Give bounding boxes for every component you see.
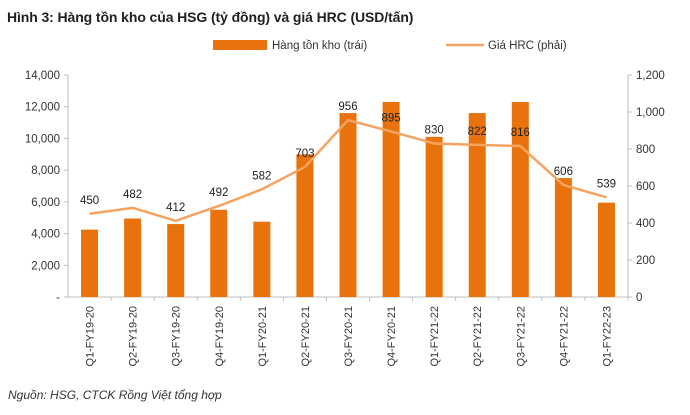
x-tick-label: Q2-FY21-22: [472, 306, 484, 367]
data-label: 412: [166, 202, 185, 214]
x-tick-label: Q1-FY19-20: [85, 306, 97, 367]
data-label: 822: [468, 126, 487, 138]
x-tick-label: Q3-FY20-21: [343, 306, 355, 367]
y-left-tick-label: 10,000: [25, 133, 60, 145]
bar: [468, 113, 486, 297]
x-tick-label: Q2-FY20-21: [300, 306, 312, 367]
y-right-tick-label: 1,000: [636, 107, 665, 119]
legend-bar-label: Hàng tồn kho (trái): [272, 40, 367, 52]
bar: [210, 209, 228, 297]
bar: [167, 224, 185, 297]
data-label: 450: [80, 195, 99, 207]
x-tick-label: Q3-FY21-22: [515, 306, 527, 367]
bar: [554, 178, 572, 297]
bar: [81, 229, 99, 297]
y-left-tick-label: 8,000: [31, 165, 60, 177]
plot-area: - 2,000 4,000 6,000 8,000 10,000 12,000 14,000 0…: [25, 70, 665, 367]
data-label: 539: [597, 178, 616, 190]
figure-title: Hình 3: Hàng tồn kho của HSG (tỷ đồng) v…: [7, 9, 414, 25]
y-left-tick-label: 12,000: [25, 102, 60, 114]
y-left-tick-label: 2,000: [31, 260, 60, 272]
data-label: 956: [338, 101, 357, 113]
data-label: 482: [123, 189, 142, 201]
bar: [425, 136, 443, 297]
y-right-tick-label: 0: [636, 292, 642, 304]
y-left-tick-label: 6,000: [31, 197, 60, 209]
legend: Hàng tồn kho (trái) Giá HRC (phải): [213, 40, 567, 52]
bar: [296, 154, 314, 297]
y-right-tick-label: 1,200: [636, 70, 665, 82]
data-label: 492: [209, 187, 228, 199]
data-label: 816: [511, 127, 530, 139]
bar: [253, 221, 271, 297]
x-tick-label: Q2-FY19-20: [128, 306, 140, 367]
hrc-price-line: [89, 118, 607, 223]
y-right-tick-label: 200: [636, 255, 655, 267]
x-tick-label: Q1-FY21-22: [429, 306, 441, 367]
x-tick-label: Q4-FY20-21: [386, 306, 398, 367]
legend-bar-swatch: [213, 40, 267, 50]
x-tick-label: Q4-FY19-20: [214, 306, 226, 367]
y-left-tick-label: 14,000: [25, 70, 60, 82]
y-left-tick-label: -: [56, 292, 60, 304]
x-tick-label: Q3-FY19-20: [171, 306, 183, 367]
bar: [382, 101, 400, 297]
bar: [124, 218, 142, 297]
x-tick-label: Q4-FY21-22: [558, 306, 570, 367]
x-tick-label: Q1-FY22-23: [601, 306, 613, 367]
y-left-tick-label: 4,000: [31, 229, 60, 241]
bar: [339, 113, 357, 297]
data-label: 606: [554, 166, 573, 178]
y-right-tick-label: 600: [636, 181, 655, 193]
y-right-tick-label: 800: [636, 144, 655, 156]
y-right-tick-label: 400: [636, 218, 655, 230]
data-label: 582: [252, 170, 271, 182]
source-note: Nguồn: HSG, CTCK Rồng Việt tổng hợp: [8, 388, 222, 402]
data-label: 895: [381, 112, 400, 124]
data-label: 703: [295, 148, 314, 160]
x-tick-label: Q1-FY20-21: [257, 306, 269, 367]
bar: [597, 202, 615, 297]
legend-line-label: Giá HRC (phải): [488, 40, 567, 52]
data-label: 830: [425, 124, 444, 136]
